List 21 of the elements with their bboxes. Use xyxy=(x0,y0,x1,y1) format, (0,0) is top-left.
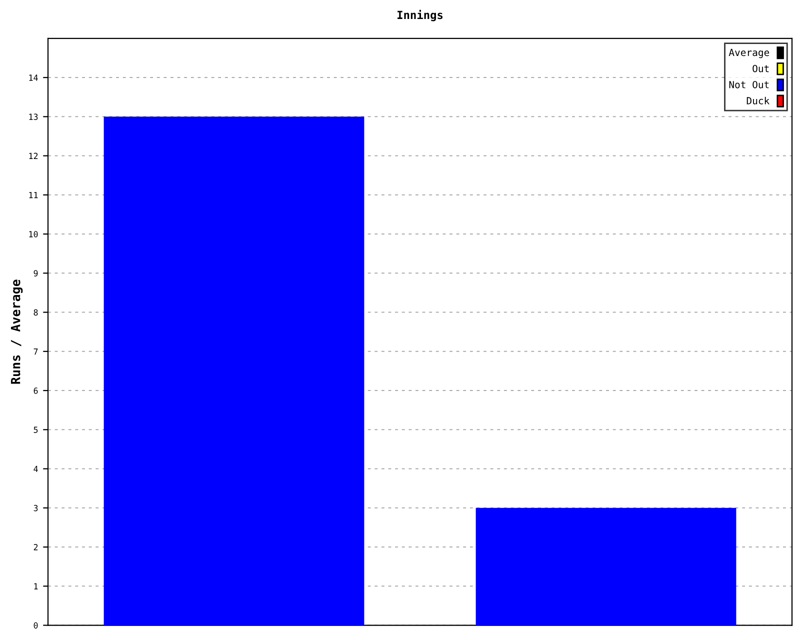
y-tick-label: 12 xyxy=(29,152,38,159)
legend-label: Out xyxy=(752,64,769,72)
y-tick-label: 7 xyxy=(34,348,38,355)
chart-title: Innings xyxy=(398,10,443,22)
legend-label: Duck xyxy=(746,96,770,104)
y-tick-label: 13 xyxy=(29,114,38,120)
y-tick-label: 3 xyxy=(34,504,38,512)
y-tick-label: 10 xyxy=(29,231,38,238)
y-tick-label: 0 xyxy=(34,622,38,629)
y-tick-label: 5 xyxy=(34,426,38,433)
y-tick-label: 6 xyxy=(34,388,38,394)
y-tick-label: 1 xyxy=(34,583,38,590)
y-tick-label: 4 xyxy=(34,466,38,472)
y-axis-title: Runs / Average xyxy=(10,280,23,384)
y-tick-label: 11 xyxy=(29,192,38,198)
y-tick-label: 14 xyxy=(29,74,38,81)
legend-label: Not Out xyxy=(729,80,769,88)
y-tick-label: 2 xyxy=(34,544,38,550)
y-tick-label: 9 xyxy=(34,270,38,276)
legend-label: Average xyxy=(728,48,770,58)
y-tick-label: 8 xyxy=(34,309,38,316)
